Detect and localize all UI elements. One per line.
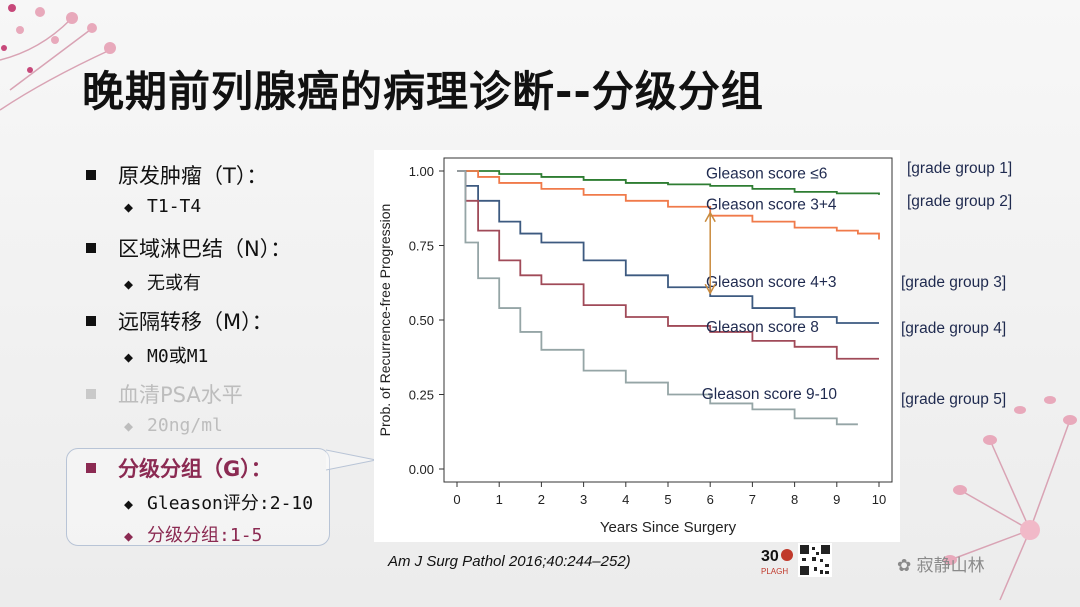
- diamond-bullet-icon: ◆: [124, 275, 134, 293]
- x-axis-label: Years Since Surgery: [600, 519, 737, 536]
- square-bullet-icon: [86, 170, 96, 180]
- x-tick-label: 6: [707, 492, 714, 507]
- grade-group-label: [grade group 3]: [901, 274, 1007, 291]
- wechat-watermark: ✿ 寂静山林: [897, 556, 985, 576]
- series-label: Gleason score 8: [706, 319, 819, 336]
- y-tick-label: 0.75: [409, 239, 434, 254]
- series-label: Gleason score 9-10: [702, 386, 838, 403]
- sub-bullet-text: 无或有: [147, 273, 202, 294]
- y-tick-label: 0.00: [409, 462, 434, 477]
- series-label: Gleason score 4+3: [706, 274, 837, 291]
- x-tick-label: 7: [749, 492, 756, 507]
- diamond-bullet-icon: ◆: [124, 495, 134, 513]
- square-bullet-icon: [86, 463, 96, 473]
- bullet-psa-level: 血清PSA水平: [86, 379, 243, 409]
- grade-group-callout: [66, 448, 330, 546]
- bullet-label: 原发肿瘤（T）：: [118, 164, 268, 188]
- sub-bullet-t-stage: ◆ T1-T4: [124, 196, 201, 217]
- sub-bullet-n-stage: ◆ 无或有: [124, 269, 201, 295]
- flower-decoration-bottom-right: [943, 396, 1077, 601]
- y-axis-label: Prob. of Recurrence-free Progression: [377, 204, 393, 437]
- y-tick-label: 0.50: [409, 313, 434, 328]
- bullet-label: 分级分组（G）：: [118, 457, 272, 481]
- square-bullet-icon: [86, 243, 96, 253]
- series-line-2: [457, 170, 880, 240]
- sub-bullet-psa: ◆ 20ng/ml: [124, 415, 223, 436]
- grade-group-label: [grade group 4]: [901, 320, 1007, 337]
- sub-bullet-m-stage: ◆ M0或M1: [124, 342, 208, 368]
- diamond-bullet-icon: ◆: [124, 348, 134, 366]
- bullet-label: 区域淋巴结（N）：: [118, 237, 292, 261]
- x-tick-label: 2: [538, 492, 545, 507]
- arrow-head-up: [704, 211, 716, 223]
- x-tick-label: 8: [791, 492, 798, 507]
- x-tick-label: 4: [622, 492, 629, 507]
- callout-pointer: [326, 449, 377, 471]
- sub-bullet-text: Gleason评分:2-10: [147, 493, 314, 514]
- y-tick-label: 0.25: [409, 388, 434, 403]
- bullet-primary-tumor: 原发肿瘤（T）：: [86, 160, 267, 190]
- diamond-bullet-icon: ◆: [124, 198, 134, 216]
- grade-group-label: [grade group 2]: [907, 193, 1013, 210]
- series-line-4: [457, 170, 879, 360]
- qr-code-icon: [798, 543, 832, 577]
- series-line-5: [457, 170, 858, 426]
- series-line-3: [457, 170, 879, 324]
- bullet-grade-group: 分级分组（G）：: [86, 453, 272, 483]
- arrow-head-down: [704, 283, 716, 295]
- series-line-1: [457, 170, 880, 195]
- sub-bullet-gleason: ◆ Gleason评分:2-10: [124, 489, 313, 515]
- wechat-icon: ✿: [897, 556, 917, 576]
- x-tick-label: 3: [580, 492, 587, 507]
- bullet-label: 血清PSA水平: [118, 383, 243, 407]
- survival-chart: 0.00 0.25 0.50 0.75 1.00 0 1 2 3 4 5 6 7 8 9 10 Years Si…: [374, 150, 900, 542]
- grade-group-label: [grade group 5]: [901, 391, 1007, 408]
- series-label: Gleason score ≤6: [706, 165, 827, 182]
- sub-bullet-group-range: ◆ 分级分组:1-5: [124, 521, 262, 547]
- series-label: Gleason score 3+4: [706, 197, 837, 214]
- logo-text: PLAGH: [761, 567, 788, 576]
- survival-chart-svg: 0.00 0.25 0.50 0.75 1.00 0 1 2 3 4 5 6 7 8 9 10 Years Si…: [377, 157, 893, 536]
- slide-title: 晚期前列腺癌的病理诊断--分级分组: [82, 67, 764, 116]
- grade-group-label: [grade group 1]: [907, 160, 1013, 177]
- x-tick-label: 1: [496, 492, 503, 507]
- diamond-bullet-icon: ◆: [124, 417, 134, 435]
- sub-bullet-text: 分级分组:1-5: [147, 525, 263, 546]
- citation-text: Am J Surg Pathol 2016;40:244–252): [388, 553, 631, 570]
- svg-text:30: 30: [761, 548, 779, 565]
- diamond-bullet-icon: ◆: [124, 527, 134, 545]
- y-tick-label: 1.00: [409, 164, 434, 179]
- bullet-label: 远隔转移（M）：: [118, 310, 273, 334]
- hospital-logo-icon: 30 PLAGH: [761, 548, 793, 576]
- x-tick-label: 0: [453, 492, 460, 507]
- x-tick-label: 5: [664, 492, 671, 507]
- square-bullet-icon: [86, 316, 96, 326]
- x-tick-label: 9: [833, 492, 840, 507]
- sub-bullet-text: T1-T4: [147, 196, 202, 217]
- bullet-regional-lymph-nodes: 区域淋巴结（N）：: [86, 233, 291, 263]
- bullet-distant-metastasis: 远隔转移（M）：: [86, 306, 273, 336]
- x-tick-label: 10: [872, 492, 886, 507]
- sub-bullet-text: M0或M1: [147, 346, 209, 367]
- sub-bullet-text: 20ng/ml: [147, 415, 223, 436]
- square-bullet-icon: [86, 389, 96, 399]
- flower-decoration-top-left: [0, 4, 116, 111]
